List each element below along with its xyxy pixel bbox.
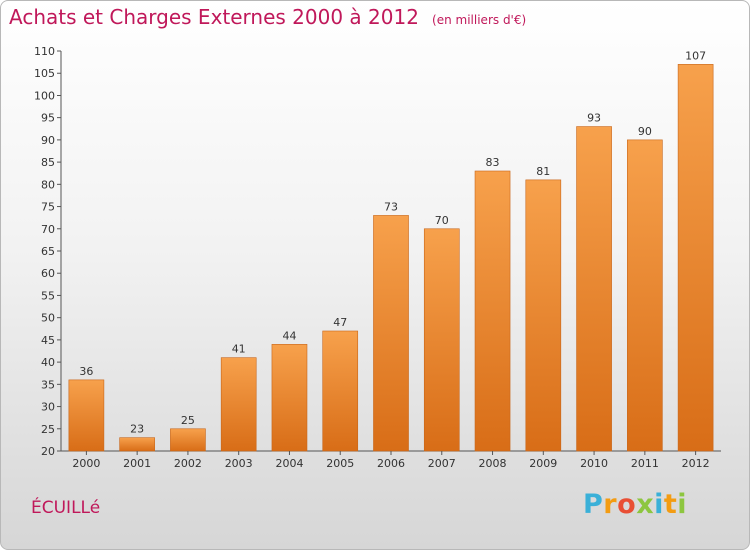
- logo-letter: x: [636, 489, 655, 520]
- x-tick-label: 2004: [275, 457, 303, 470]
- y-tick-label: 50: [41, 312, 55, 325]
- y-tick-label: 35: [41, 378, 55, 391]
- bar-value-label: 47: [333, 316, 347, 329]
- y-tick-label: 95: [41, 112, 55, 125]
- bar-value-label: 107: [685, 49, 706, 62]
- bar: [271, 344, 308, 452]
- x-tick-label: 2009: [529, 457, 557, 470]
- y-tick-label: 85: [41, 156, 55, 169]
- bar: [576, 126, 612, 452]
- x-tick-label: 2002: [174, 457, 202, 470]
- x-tick-label: 2005: [326, 457, 354, 470]
- y-tick-label: 60: [41, 267, 55, 280]
- x-tick-label: 2001: [123, 457, 151, 470]
- y-tick-label: 100: [34, 89, 55, 102]
- y-tick-label: 105: [34, 67, 55, 80]
- bar: [322, 330, 359, 452]
- logo-letter: r: [603, 489, 618, 520]
- bar-value-label: 70: [435, 214, 449, 227]
- y-tick-label: 65: [41, 245, 55, 258]
- bar-value-label: 73: [384, 200, 398, 213]
- logo-letter: o: [617, 489, 637, 520]
- x-tick-label: 2007: [428, 457, 456, 470]
- bar: [68, 379, 105, 452]
- bar: [170, 428, 206, 452]
- logo-letter: P: [583, 489, 604, 520]
- bar-value-label: 83: [486, 156, 500, 169]
- bar-value-label: 93: [587, 112, 601, 125]
- title-text: Achats et Charges Externes 2000 à 2012: [9, 5, 419, 29]
- y-tick-label: 30: [41, 401, 55, 414]
- y-tick-label: 40: [41, 356, 55, 369]
- y-tick-label: 55: [41, 289, 55, 302]
- y-tick-label: 20: [41, 445, 55, 458]
- y-tick-label: 45: [41, 334, 55, 347]
- bar-value-label: 81: [536, 165, 550, 178]
- bar: [525, 179, 562, 452]
- y-tick-label: 90: [41, 134, 55, 147]
- bar: [677, 64, 714, 452]
- x-tick-label: 2008: [479, 457, 507, 470]
- x-tick-label: 2003: [225, 457, 253, 470]
- bar: [474, 170, 511, 452]
- bar-value-label: 90: [638, 125, 652, 138]
- bar-value-label: 41: [232, 343, 246, 356]
- x-tick-label: 2006: [377, 457, 405, 470]
- y-tick-label: 110: [34, 45, 55, 58]
- bar: [119, 437, 155, 452]
- unit-text: (en milliers d'€): [432, 13, 527, 27]
- x-tick-label: 2012: [682, 457, 710, 470]
- bar-value-label: 36: [79, 365, 93, 378]
- bar: [423, 228, 460, 452]
- y-tick-label: 25: [41, 423, 55, 436]
- bar-value-label: 25: [181, 414, 195, 427]
- chart-title: Achats et Charges Externes 2000 à 2012 (…: [9, 5, 526, 29]
- bar: [220, 357, 257, 452]
- y-tick-label: 70: [41, 223, 55, 236]
- bar-value-label: 44: [282, 329, 296, 342]
- bar-value-label: 23: [130, 423, 144, 436]
- y-tick-label: 75: [41, 201, 55, 214]
- x-tick-label: 2010: [580, 457, 608, 470]
- bar: [373, 215, 409, 452]
- logo-letter: i: [654, 489, 664, 520]
- x-tick-label: 2011: [631, 457, 659, 470]
- proxiti-logo: Proxiti: [583, 489, 687, 520]
- x-tick-label: 2000: [72, 457, 100, 470]
- logo-letter: t: [663, 489, 678, 520]
- bar: [627, 139, 663, 452]
- commune-name: ÉCUILLé: [31, 498, 101, 518]
- logo-letter: i: [677, 489, 688, 520]
- y-tick-label: 80: [41, 178, 55, 191]
